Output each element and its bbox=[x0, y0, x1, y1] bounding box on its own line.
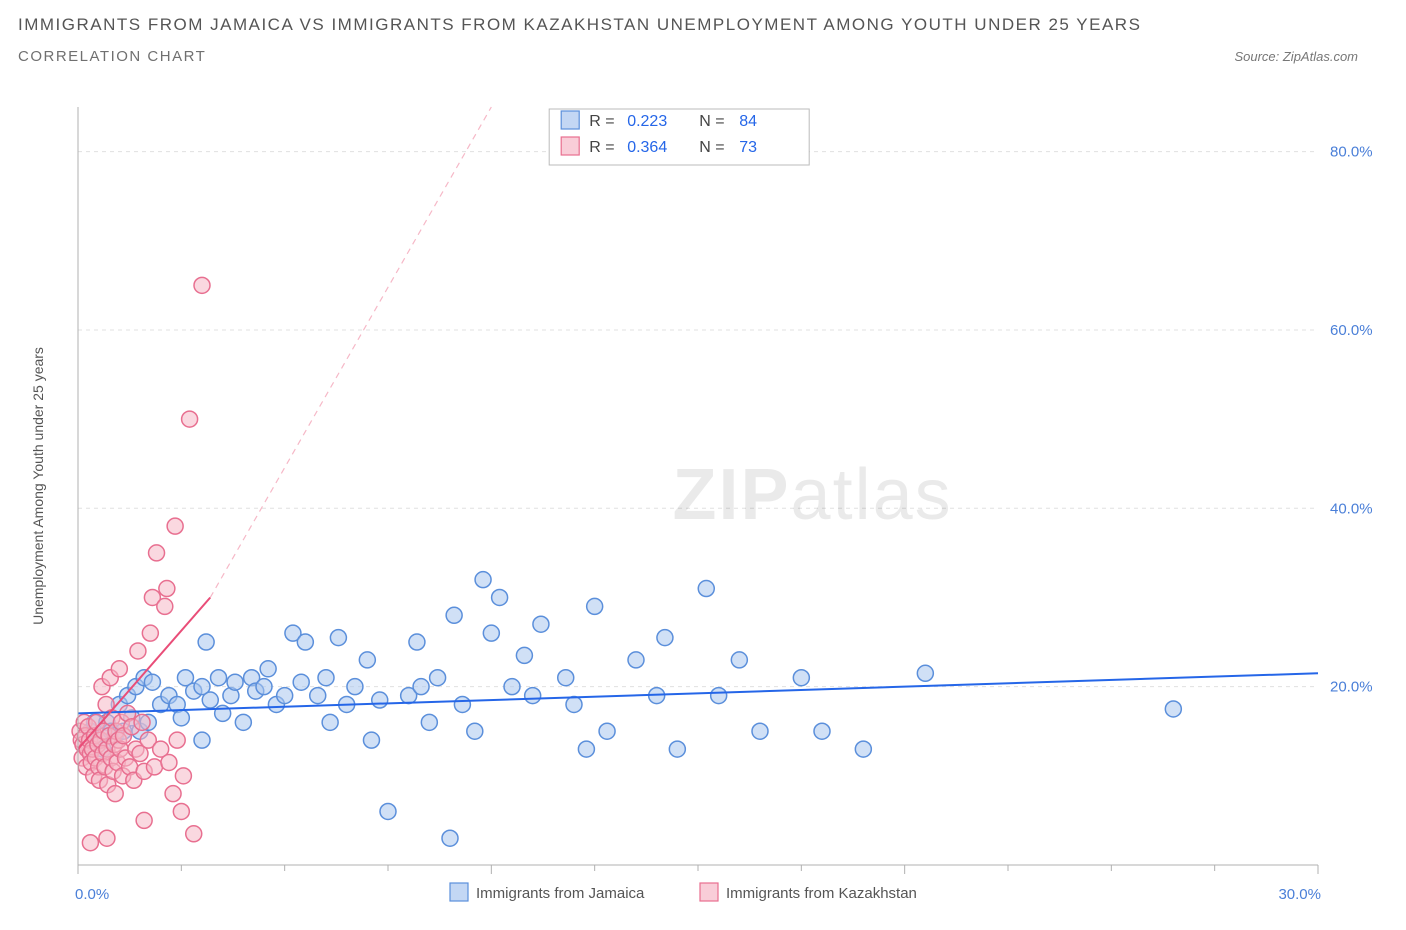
chart-title: IMMIGRANTS FROM JAMAICA VS IMMIGRANTS FR… bbox=[18, 12, 1388, 38]
svg-text:N =: N = bbox=[699, 139, 724, 156]
svg-text:Unemployment Among Youth under: Unemployment Among Youth under 25 years bbox=[30, 347, 46, 625]
svg-text:Immigrants from Jamaica: Immigrants from Jamaica bbox=[476, 885, 645, 902]
svg-text:ZIPatlas: ZIPatlas bbox=[673, 455, 953, 535]
svg-text:84: 84 bbox=[739, 113, 757, 130]
svg-text:80.0%: 80.0% bbox=[1330, 144, 1373, 161]
svg-text:60.0%: 60.0% bbox=[1330, 322, 1373, 339]
svg-text:N =: N = bbox=[699, 113, 724, 130]
svg-text:0.0%: 0.0% bbox=[75, 886, 109, 903]
svg-text:Immigrants from Kazakhstan: Immigrants from Kazakhstan bbox=[726, 885, 917, 902]
svg-text:R =: R = bbox=[589, 139, 614, 156]
chart-subtitle: CORRELATION CHART bbox=[18, 48, 206, 65]
svg-text:0.223: 0.223 bbox=[627, 113, 667, 130]
svg-text:30.0%: 30.0% bbox=[1278, 886, 1321, 903]
svg-text:73: 73 bbox=[739, 139, 757, 156]
svg-text:R =: R = bbox=[589, 113, 614, 130]
svg-text:40.0%: 40.0% bbox=[1330, 500, 1373, 517]
chart-container: ZIPatlas 0.0% 30.0% 20.0% 40.0% 60.0% 80.0% Une… bbox=[18, 95, 1388, 910]
scatter-chart: ZIPatlas 0.0% 30.0% 20.0% 40.0% 60.0% 80.0% Une… bbox=[18, 95, 1388, 910]
source-label: Source: ZipAtlas.com bbox=[1234, 49, 1388, 64]
svg-text:20.0%: 20.0% bbox=[1330, 679, 1373, 696]
svg-text:0.364: 0.364 bbox=[627, 139, 667, 156]
